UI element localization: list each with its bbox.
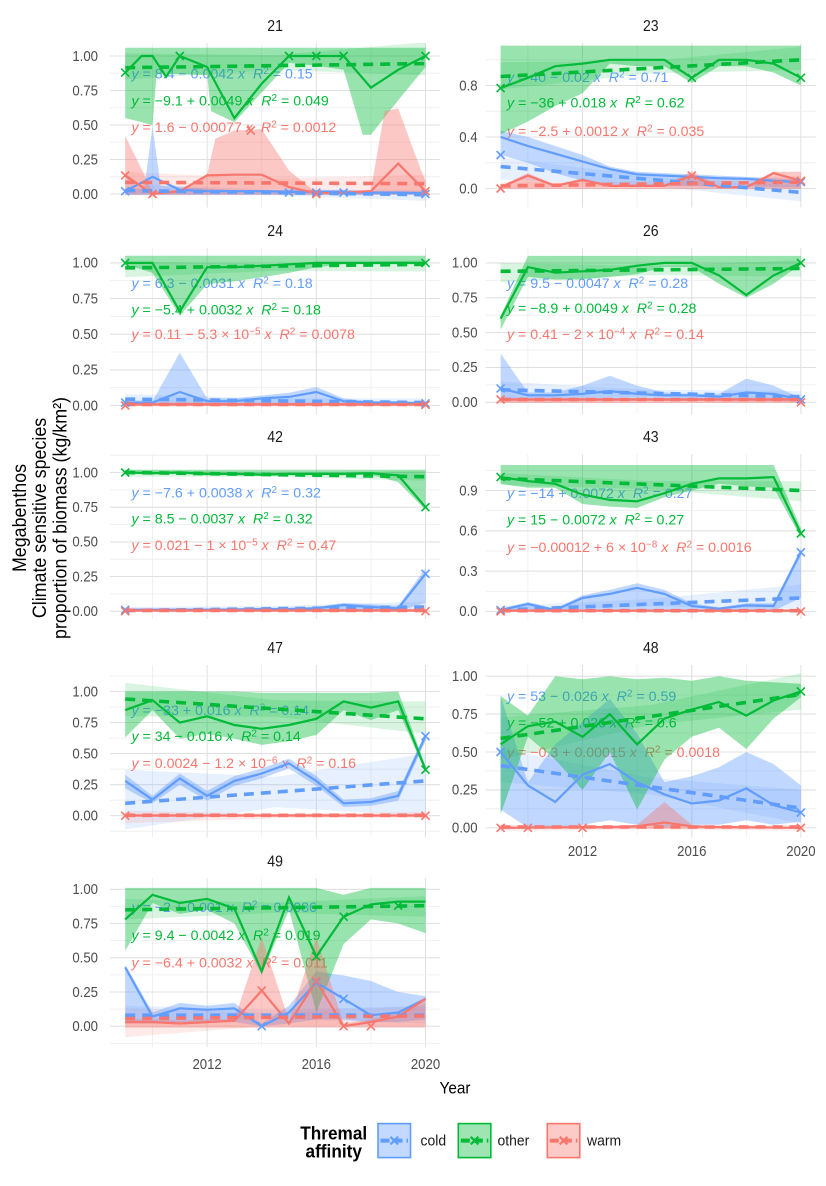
- svg-text:0.25: 0.25: [72, 150, 98, 167]
- svg-text:0.50: 0.50: [452, 743, 478, 760]
- svg-text:0.3: 0.3: [459, 562, 477, 579]
- svg-text:0.00: 0.00: [72, 602, 98, 619]
- svg-text:y = −0.3 + 0.00015 x R2 = 0.0: y = −0.3 + 0.00015 x R2 = 0.0018: [506, 745, 720, 762]
- svg-text:2016: 2016: [677, 842, 706, 859]
- svg-text:0.50: 0.50: [72, 745, 98, 762]
- svg-text:0.0: 0.0: [459, 602, 477, 619]
- svg-text:48: 48: [643, 639, 659, 657]
- svg-text:y = 0.41 − 2 × 10−4 x R2 = 0.: y = 0.41 − 2 × 10−4 x R2 = 0.14: [506, 327, 704, 344]
- svg-text:0.0: 0.0: [459, 179, 477, 196]
- svg-text:y = −33 + 0.016 x R2 = 0.14: y = −33 + 0.016 x R2 = 0.14: [131, 703, 310, 720]
- svg-text:0.50: 0.50: [452, 324, 478, 341]
- svg-text:0.75: 0.75: [72, 914, 98, 931]
- svg-text:other: other: [498, 1133, 530, 1150]
- svg-text:y = 0.0024 − 1.2 × 10−6 x R2: y = 0.0024 − 1.2 × 10−6 x R2 = 0.16: [131, 756, 357, 773]
- svg-text:y = 53 − 0.026 x R2 = 0.59: y = 53 − 0.026 x R2 = 0.59: [506, 689, 676, 706]
- svg-text:0.00: 0.00: [72, 807, 98, 824]
- svg-text:0.75: 0.75: [72, 81, 98, 98]
- svg-text:49: 49: [267, 852, 283, 870]
- svg-text:cold: cold: [421, 1133, 447, 1150]
- svg-text:0.75: 0.75: [72, 498, 98, 515]
- svg-text:0.00: 0.00: [72, 185, 98, 202]
- svg-text:2012: 2012: [192, 1055, 221, 1072]
- svg-text:0.4: 0.4: [459, 128, 477, 145]
- svg-text:warm: warm: [586, 1133, 621, 1150]
- svg-text:43: 43: [643, 428, 659, 446]
- svg-text:2020: 2020: [411, 1055, 440, 1072]
- svg-text:y = −0.00012 + 6 × 10−8 x R2: y = −0.00012 + 6 × 10−8 x R2 = 0.0016: [506, 540, 752, 557]
- svg-text:0.25: 0.25: [72, 361, 98, 378]
- svg-text:y = −36 + 0.018 x R2 = 0.62: y = −36 + 0.018 x R2 = 0.62: [506, 95, 685, 112]
- svg-text:1.00: 1.00: [72, 254, 98, 271]
- svg-text:0.00: 0.00: [72, 396, 98, 413]
- svg-text:y = −14 + 0.0072 x R2 = 0.27: y = −14 + 0.0072 x R2 = 0.27: [506, 486, 693, 503]
- svg-text:y = 1.6 − 0.00077 x R2 = 0.00: y = 1.6 − 0.00077 x R2 = 0.0012: [131, 120, 337, 137]
- svg-text:1.00: 1.00: [72, 463, 98, 480]
- svg-text:24: 24: [267, 222, 283, 240]
- svg-text:y = −7.6 + 0.0038 x R2 = 0.32: y = −7.6 + 0.0038 x R2 = 0.32: [131, 485, 321, 502]
- svg-text:y = 15 − 0.0072 x R2 = 0.27: y = 15 − 0.0072 x R2 = 0.27: [506, 512, 684, 529]
- svg-text:2020: 2020: [786, 842, 815, 859]
- svg-text:0.25: 0.25: [452, 358, 478, 375]
- svg-text:1.00: 1.00: [452, 667, 478, 684]
- svg-text:y = −8.9 + 0.0049 x R2 = 0.28: y = −8.9 + 0.0049 x R2 = 0.28: [506, 301, 696, 318]
- svg-text:0.8: 0.8: [459, 76, 477, 93]
- svg-text:y = 34 − 0.016 x R2 = 0.14: y = 34 − 0.016 x R2 = 0.14: [131, 729, 301, 746]
- svg-text:y = −5.4 + 0.0032 x R2 = 0.18: y = −5.4 + 0.0032 x R2 = 0.18: [131, 302, 321, 319]
- svg-text:Year: Year: [440, 1080, 472, 1098]
- svg-text:1.00: 1.00: [452, 254, 478, 271]
- svg-text:0.25: 0.25: [72, 776, 98, 793]
- svg-text:0.50: 0.50: [72, 116, 98, 133]
- svg-text:y = 0.021 − 1 × 10−5 x R2 = 0: y = 0.021 − 1 × 10−5 x R2 = 0.47: [131, 538, 337, 555]
- svg-text:0.50: 0.50: [72, 325, 98, 342]
- svg-text:0.50: 0.50: [72, 533, 98, 550]
- svg-text:42: 42: [267, 428, 283, 446]
- svg-text:0.75: 0.75: [72, 290, 98, 307]
- svg-text:47: 47: [267, 639, 283, 657]
- svg-text:2012: 2012: [568, 842, 597, 859]
- svg-text:2016: 2016: [302, 1055, 331, 1072]
- svg-text:0.00: 0.00: [452, 819, 478, 836]
- svg-text:y = −6.4 + 0.0032 x R2 = 0.01: y = −6.4 + 0.0032 x R2 = 0.011: [131, 955, 328, 972]
- svg-text:0.25: 0.25: [72, 567, 98, 584]
- svg-text:0.00: 0.00: [452, 393, 478, 410]
- svg-text:y = −2.5 + 0.0012 x R2 = 0.03: y = −2.5 + 0.0012 x R2 = 0.035: [506, 124, 704, 141]
- svg-text:0.6: 0.6: [459, 522, 477, 539]
- svg-text:0.75: 0.75: [72, 714, 98, 731]
- svg-text:26: 26: [643, 222, 659, 240]
- svg-text:y = 9.5 − 0.0047 x R2 = 0.28: y = 9.5 − 0.0047 x R2 = 0.28: [506, 276, 688, 293]
- svg-text:0.00: 0.00: [72, 1017, 98, 1034]
- svg-text:0.9: 0.9: [459, 481, 477, 498]
- svg-text:y = 0.11 − 5.3 × 10−5 x R2 =: y = 0.11 − 5.3 × 10−5 x R2 = 0.0078: [131, 327, 356, 344]
- svg-text:MegabenthosClimate sensitive s: MegabenthosClimate sensitive speciesprop…: [8, 397, 70, 639]
- svg-text:y = 9.4 − 0.0042 x R2 = 0.019: y = 9.4 − 0.0042 x R2 = 0.019: [131, 928, 321, 945]
- svg-text:y = 8.5 − 0.0037 x R2 = 0.32: y = 8.5 − 0.0037 x R2 = 0.32: [131, 511, 313, 528]
- svg-text:y = 6.3 − 0.0031 x R2 = 0.18: y = 6.3 − 0.0031 x R2 = 0.18: [131, 276, 313, 293]
- svg-text:0.50: 0.50: [72, 949, 98, 966]
- svg-text:23: 23: [643, 17, 659, 35]
- svg-text:0.75: 0.75: [452, 289, 478, 306]
- svg-text:affinity: affinity: [306, 1141, 362, 1162]
- svg-text:Thremal: Thremal: [300, 1123, 367, 1144]
- svg-text:0.25: 0.25: [72, 983, 98, 1000]
- svg-text:1.00: 1.00: [72, 880, 98, 897]
- svg-text:0.75: 0.75: [452, 705, 478, 722]
- svg-text:1.00: 1.00: [72, 47, 98, 64]
- svg-text:0.25: 0.25: [452, 781, 478, 798]
- svg-text:21: 21: [267, 17, 283, 35]
- svg-text:1.00: 1.00: [72, 682, 98, 699]
